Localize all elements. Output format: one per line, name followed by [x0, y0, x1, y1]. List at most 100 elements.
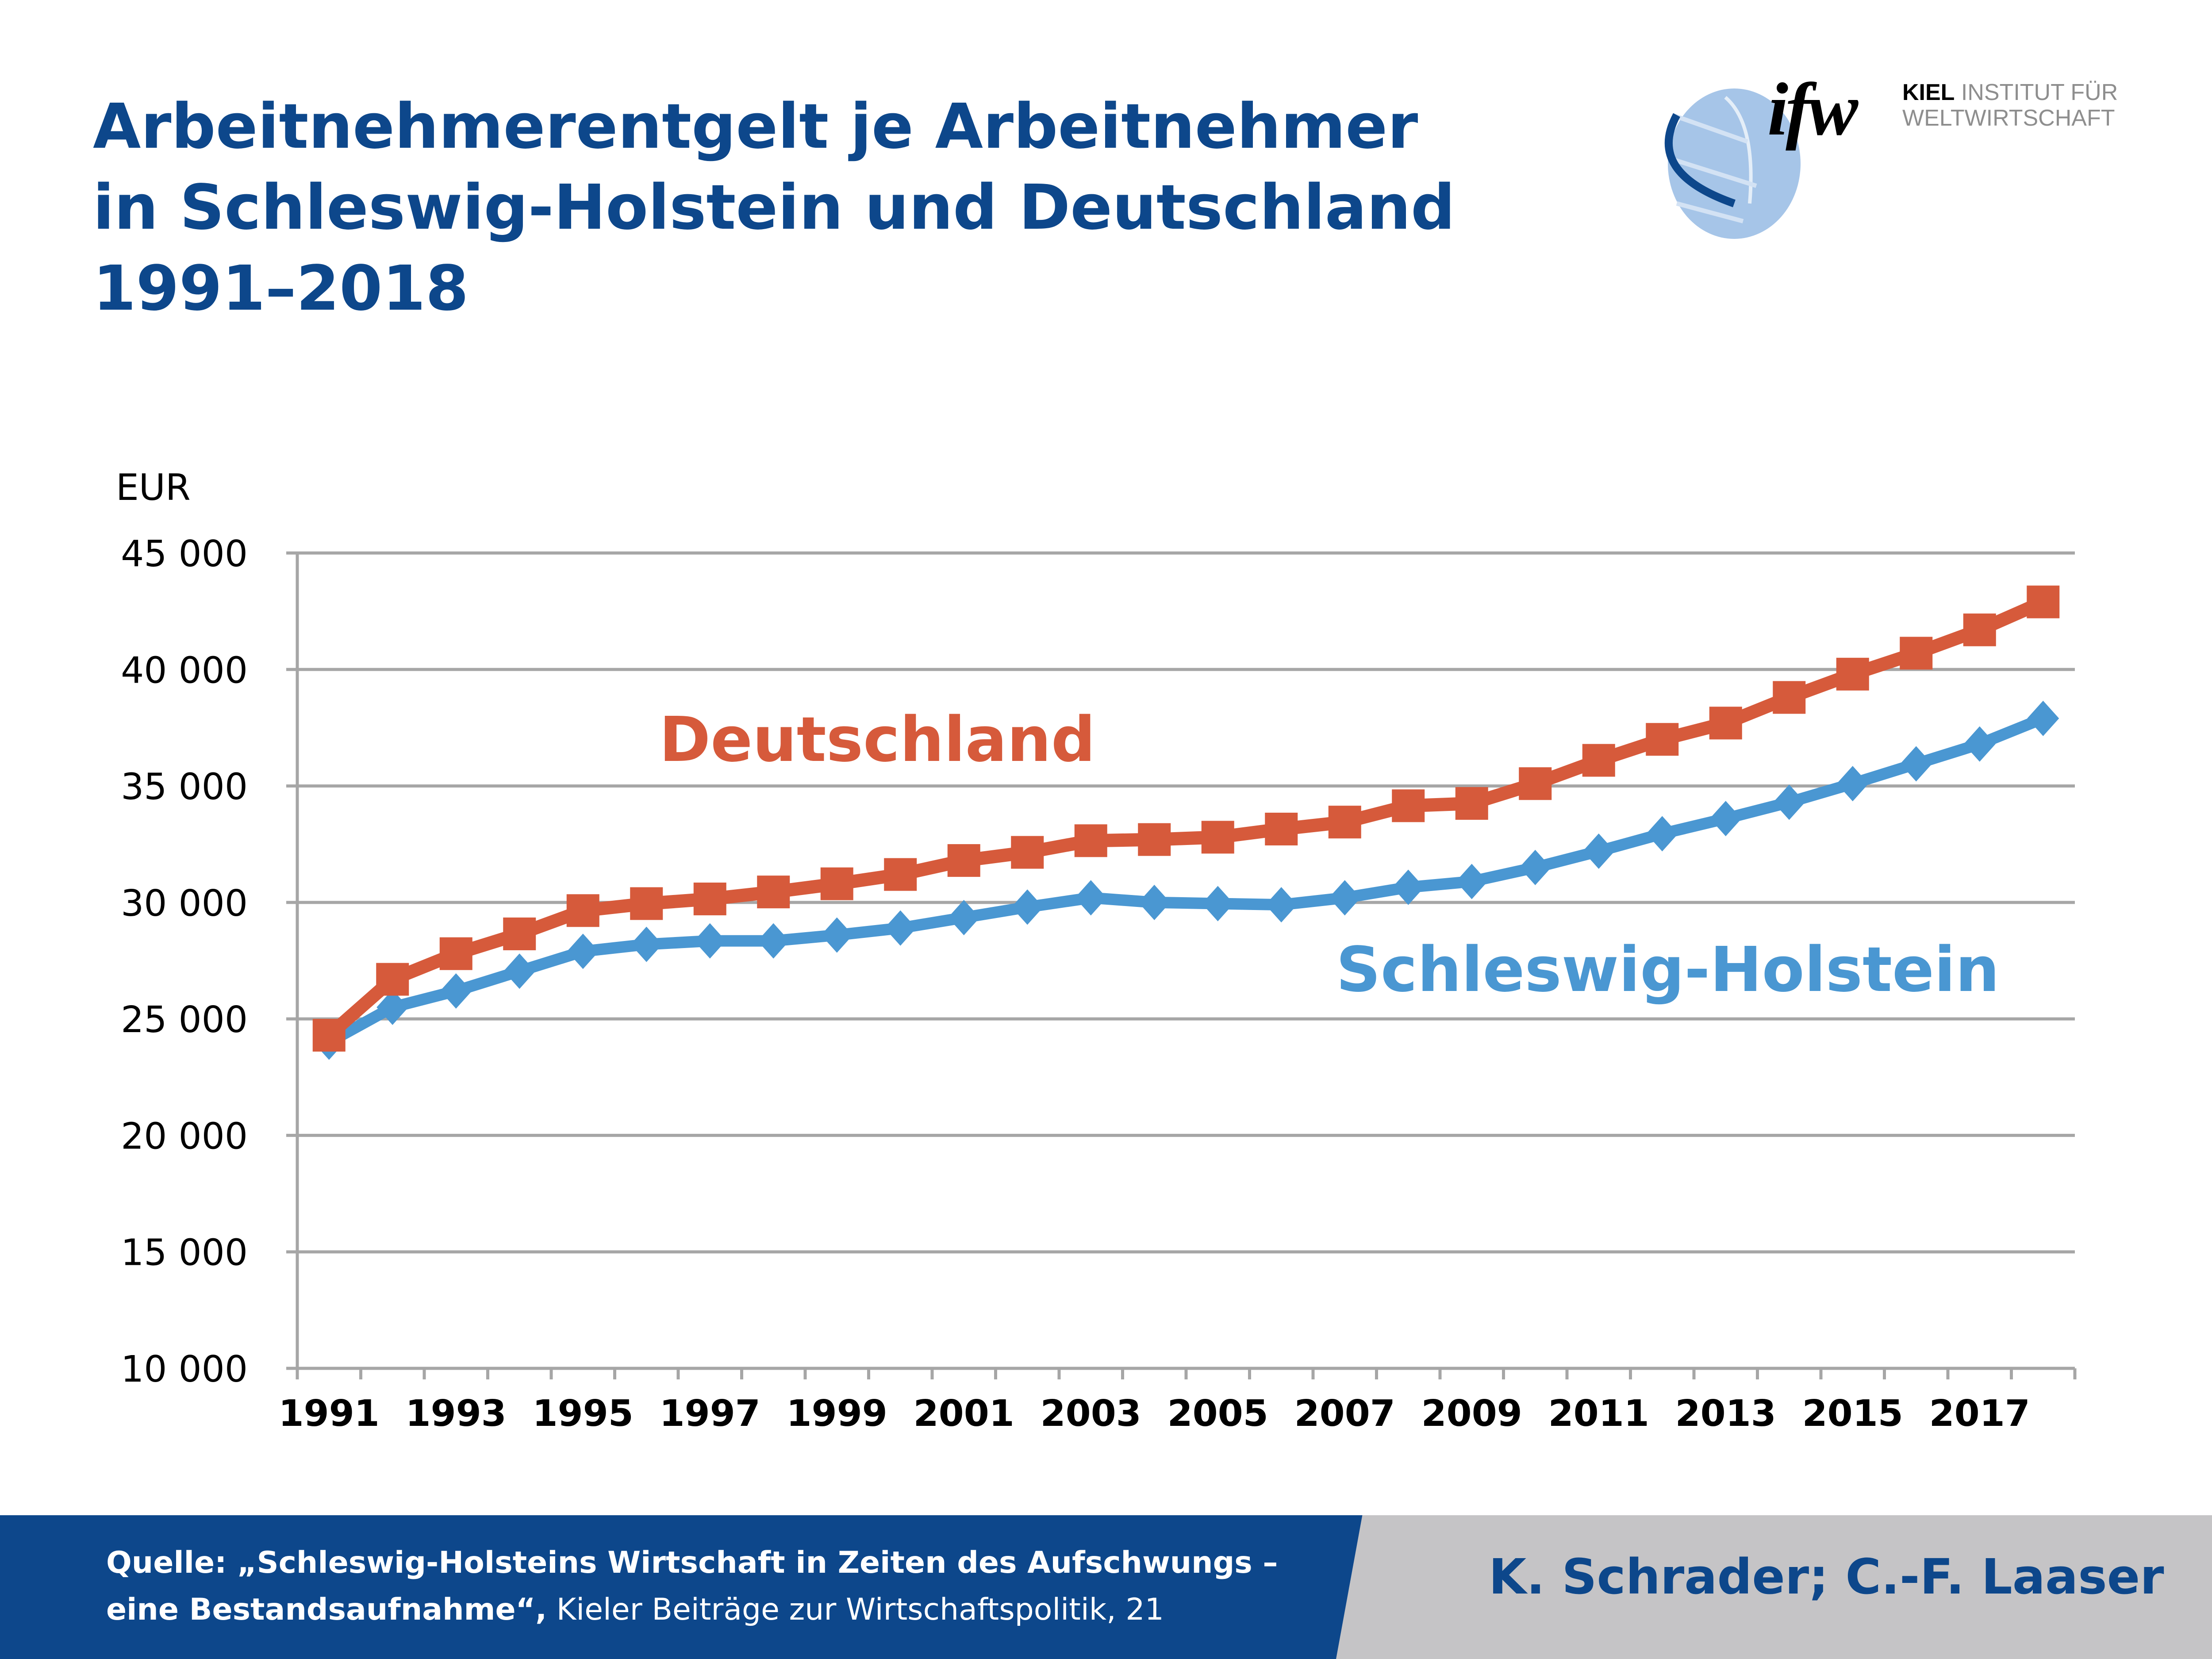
- data-point-square: [312, 1019, 346, 1052]
- data-point-square: [820, 867, 853, 900]
- x-tick-label: 1997: [660, 1393, 760, 1435]
- y-tick-label: 35 000: [121, 766, 248, 808]
- data-point-diamond: [948, 900, 980, 936]
- data-point-diamond: [1202, 886, 1234, 922]
- data-point-square: [947, 844, 980, 877]
- data-point-square: [1011, 836, 1044, 869]
- data-point-diamond: [1329, 880, 1361, 916]
- footer-source-panel: [0, 1515, 1363, 1659]
- data-point-square: [1836, 657, 1869, 691]
- x-tick-label: 1999: [787, 1393, 887, 1435]
- y-axis-unit-label: EUR: [116, 467, 191, 509]
- y-tick-label: 10 000: [121, 1348, 248, 1390]
- data-point-square: [1519, 767, 1552, 800]
- data-point-square: [693, 882, 726, 915]
- x-tick-label: 2017: [1929, 1393, 2030, 1435]
- data-point-square: [376, 963, 409, 996]
- data-point-square: [1963, 613, 1996, 646]
- x-tick-label: 2013: [1675, 1393, 1776, 1435]
- data-point-diamond: [821, 917, 853, 953]
- data-point-square: [566, 894, 599, 927]
- data-point-square: [1646, 723, 1679, 756]
- data-point-square: [1582, 744, 1615, 777]
- source-line-1: Quelle: „Schleswig-Holsteins Wirtschaft …: [106, 1545, 1278, 1580]
- data-point-diamond: [1709, 801, 1742, 837]
- data-point-square: [1455, 787, 1488, 820]
- data-point-square: [1328, 806, 1361, 839]
- source-publication: Kieler Beiträge zur Wirtschaftspolitik, …: [547, 1592, 1164, 1627]
- title-line-3: 1991–2018: [93, 253, 469, 325]
- series-line-schleswig-holstein: [326, 713, 2046, 1048]
- chart-title: Arbeitnehmerentgelt je Arbeitnehmer in S…: [93, 86, 1455, 329]
- footer-author-panel: [1336, 1515, 2212, 1659]
- data-point-diamond: [1265, 887, 1298, 923]
- x-tick-label: 2015: [1802, 1393, 1903, 1435]
- data-point-diamond: [1963, 726, 1996, 762]
- data-point-diamond: [884, 910, 917, 946]
- x-tick-label: 1993: [406, 1393, 507, 1435]
- x-tick-label: 2011: [1548, 1393, 1649, 1435]
- data-point-square: [439, 937, 472, 970]
- data-point-diamond: [1392, 869, 1425, 905]
- source-citation: Quelle: „Schleswig-Holsteins Wirtschaft …: [106, 1540, 1278, 1633]
- x-tick-label: 2005: [1167, 1393, 1268, 1435]
- y-tick-label: 30 000: [121, 883, 248, 925]
- title-line-2: in Schleswig-Holstein und Deutschland: [93, 172, 1455, 244]
- x-tick-label: 2007: [1294, 1393, 1395, 1435]
- x-tick-label: 2009: [1421, 1393, 1522, 1435]
- data-point-square: [1201, 821, 1234, 854]
- line-chart: 10 000 15 000 20 000 25 000 30 000 35 000 40 0…: [116, 467, 2077, 1435]
- series-line-deutschland: [324, 595, 2046, 1041]
- data-point-square: [1392, 789, 1425, 822]
- y-tick-label: 25 000: [121, 999, 248, 1041]
- logo-institute-name: KIEL INSTITUT FÜR WELTWIRTSCHAFT: [1902, 80, 2118, 131]
- source-line-2: eine Bestandsaufnahme“,: [106, 1592, 547, 1627]
- data-point-diamond: [1773, 784, 1805, 820]
- logo-kiel: KIEL: [1902, 80, 1955, 105]
- globe-logo-icon: [1664, 88, 1801, 239]
- x-tick-label: 1995: [533, 1393, 634, 1435]
- data-point-square: [1773, 681, 1806, 714]
- data-point-diamond: [1138, 884, 1171, 920]
- data-point-square: [1265, 812, 1298, 845]
- data-point-square: [757, 876, 790, 909]
- data-point-diamond: [1075, 880, 1107, 916]
- y-tick-label: 20 000: [121, 1115, 248, 1157]
- data-point-square: [1900, 637, 1933, 670]
- logo-ifw-mark: ifw: [1767, 68, 1858, 151]
- data-point-square: [1709, 707, 1742, 740]
- data-point-square: [503, 917, 536, 950]
- y-tick-label: 45 000: [121, 533, 248, 575]
- data-point-diamond: [1455, 864, 1488, 899]
- data-point-diamond: [376, 989, 409, 1025]
- data-point-square: [1074, 824, 1107, 857]
- data-point-diamond: [1646, 816, 1678, 852]
- logo-line2: WELTWIRTSCHAFT: [1902, 105, 2115, 131]
- x-tick-label: 2003: [1041, 1393, 1141, 1435]
- authors: K. Schrader; C.-F. Laaser: [1489, 1548, 2164, 1605]
- data-point-diamond: [757, 923, 790, 959]
- data-point-square: [2027, 585, 2060, 618]
- data-point-diamond: [630, 926, 663, 962]
- data-point-diamond: [1519, 849, 1551, 885]
- series-label-schleswig-holstein: Schleswig-Holstein: [1336, 934, 2000, 1006]
- data-point-diamond: [503, 953, 536, 989]
- y-tick-label: 15 000: [121, 1232, 248, 1274]
- y-tick-label: 40 000: [121, 649, 248, 691]
- data-point-square: [630, 887, 663, 920]
- data-point-diamond: [694, 923, 726, 959]
- data-point-diamond: [1011, 889, 1044, 925]
- data-point-diamond: [567, 933, 599, 969]
- data-point-square: [1138, 823, 1171, 856]
- title-line-1: Arbeitnehmerentgelt je Arbeitnehmer: [93, 91, 1418, 163]
- x-tick-label: 2001: [914, 1393, 1014, 1435]
- data-point-diamond: [1582, 833, 1615, 869]
- data-point-diamond: [1836, 766, 1869, 802]
- series-label-deutschland: Deutschland: [659, 704, 1095, 776]
- logo-line1: INSTITUT FÜR: [1955, 80, 2118, 105]
- data-point-diamond: [440, 973, 472, 1009]
- data-point-diamond: [2027, 700, 2059, 736]
- data-point-diamond: [1900, 746, 1932, 782]
- data-point-square: [884, 858, 917, 891]
- x-tick-label: 1991: [279, 1393, 380, 1435]
